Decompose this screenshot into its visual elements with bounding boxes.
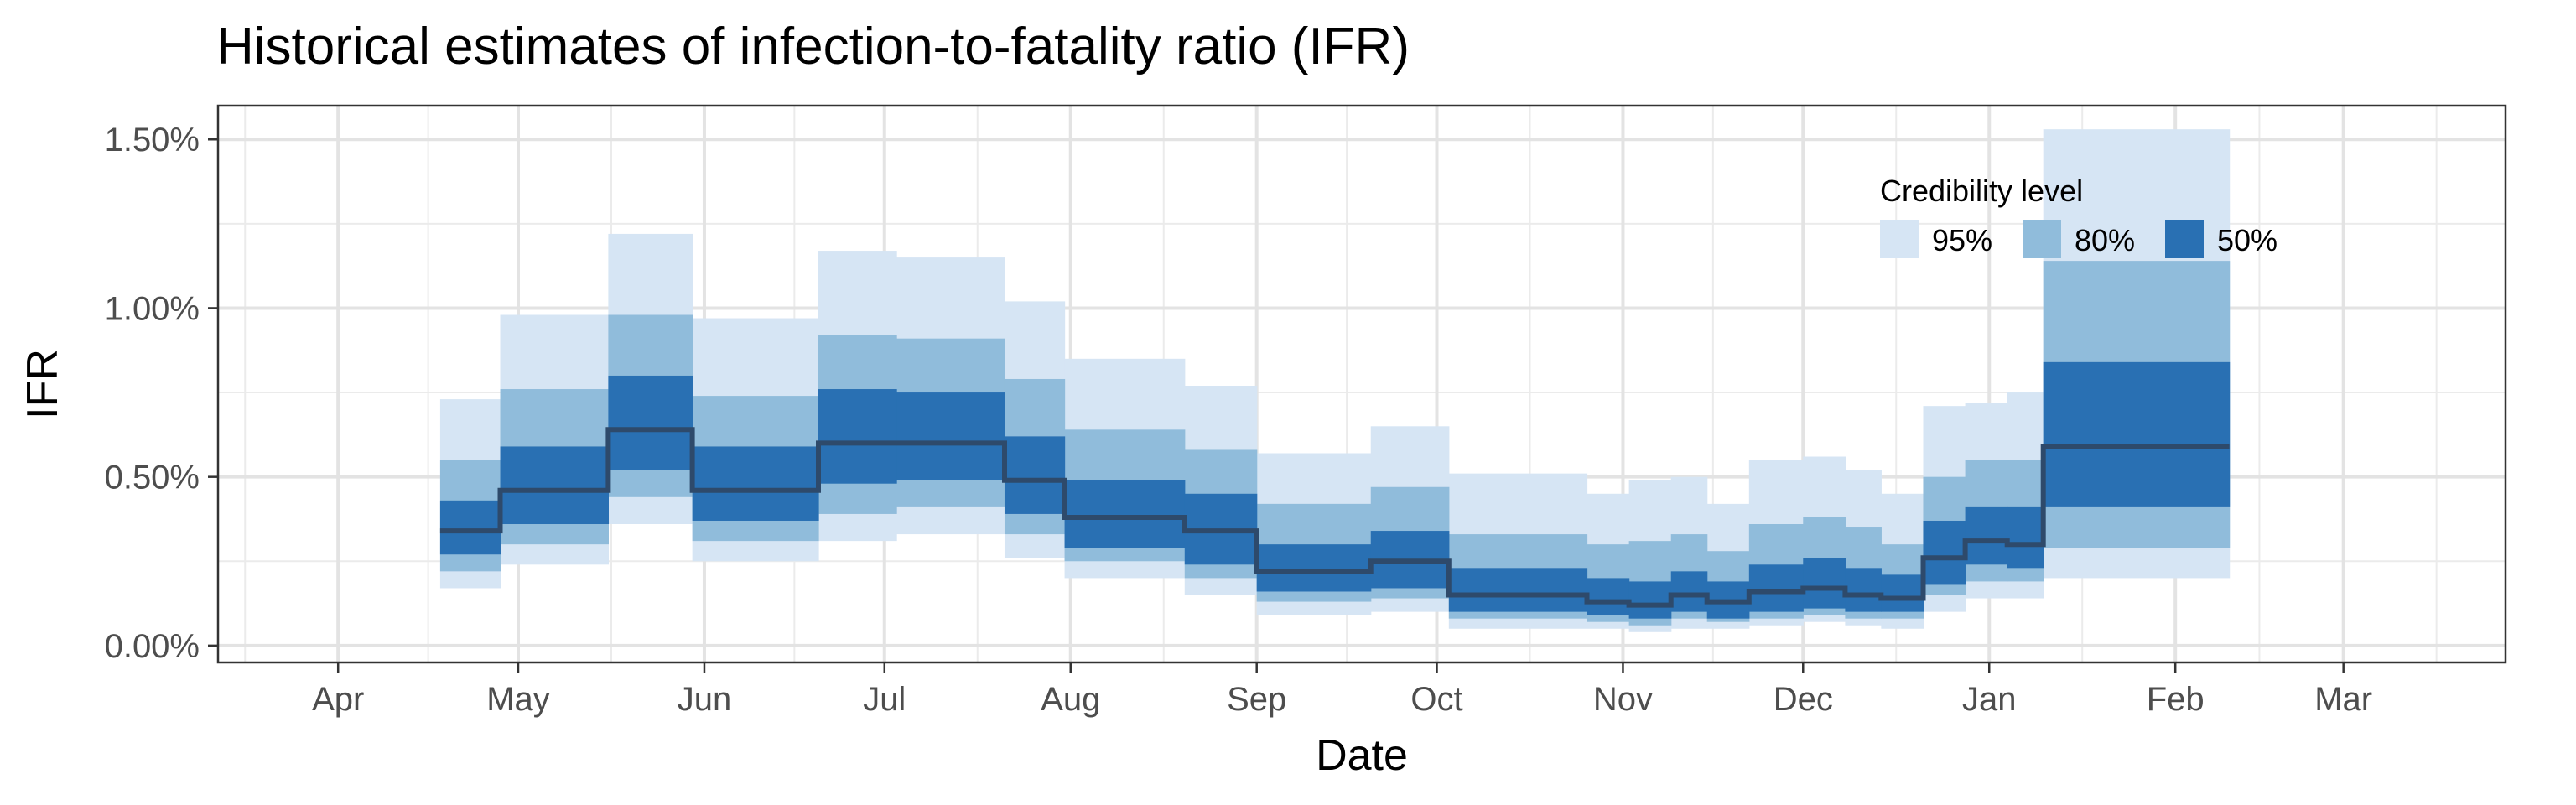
y-tick-label: 1.00% — [105, 290, 200, 327]
median-line — [439, 427, 2230, 608]
legend-label: 80% — [2075, 223, 2135, 257]
band-50-segment — [1064, 480, 1186, 548]
x-tick-label: Apr — [312, 681, 364, 718]
panel-border — [216, 104, 2507, 664]
band-50-segment — [1256, 544, 1372, 592]
band-50-segment — [692, 446, 819, 521]
band-50-segment — [2007, 506, 2044, 569]
band-50-segment — [896, 392, 1005, 480]
band-50-segment — [1587, 578, 1630, 615]
x-tick-label: Dec — [1774, 681, 1833, 718]
median-line-group — [439, 427, 2230, 608]
band-50-segment — [1004, 436, 1066, 514]
legend-label: 50% — [2217, 223, 2277, 257]
x-tick-label: Jun — [678, 681, 732, 718]
x-tick-label: Oct — [1410, 681, 1462, 718]
band-50-segment — [2043, 361, 2231, 507]
plot-panel — [216, 104, 2507, 664]
x-axis-title: Date — [1316, 731, 1408, 780]
band-50-segment — [818, 389, 897, 484]
x-tick-label: Jul — [863, 681, 906, 718]
band-50-segment — [1965, 506, 2008, 565]
y-tick-label: 0.50% — [105, 460, 200, 496]
x-tick-label: Jan — [1962, 681, 2017, 718]
legend: Credibility level 95% 80% 50% — [1880, 174, 2277, 258]
legend-title: Credibility level — [1880, 174, 2083, 208]
band-50-segment — [608, 375, 693, 470]
credibility-bands — [439, 129, 2231, 632]
y-axis-title: IFR — [18, 349, 67, 419]
x-tick-label: Nov — [1593, 681, 1653, 718]
x-tick-label: Mar — [2314, 681, 2372, 718]
legend-key — [2023, 220, 2061, 258]
x-tick-label: May — [486, 681, 550, 718]
chart-title: Historical estimates of infection-to-fat… — [216, 18, 1410, 75]
band-50-segment — [1628, 581, 1672, 619]
legend-key — [1880, 220, 1919, 258]
y-tick-label: 0.00% — [105, 628, 200, 665]
x-tick-label: Aug — [1041, 681, 1100, 718]
band-50-segment — [1845, 568, 1882, 612]
band-50-segment — [439, 500, 501, 555]
x-tick-label: Feb — [2147, 681, 2205, 718]
legend-key — [2165, 220, 2204, 258]
x-tick-label: Sep — [1227, 681, 1286, 718]
band-50-segment — [1748, 564, 1804, 612]
y-tick-label: 1.50% — [105, 122, 200, 158]
band-50-segment — [1448, 568, 1588, 612]
band-50-segment — [1881, 574, 1924, 612]
band-50-segment — [1670, 571, 1708, 612]
band-50-segment — [1923, 520, 1966, 585]
x-axis: Apr May Jun Jul Aug Sep Oct Nov Dec Jan Feb Mar — [312, 662, 2372, 718]
band-50-segment — [500, 446, 610, 525]
band-50-segment — [1803, 558, 1846, 609]
y-axis: 0.00% 0.50% 1.00% 1.50% — [105, 122, 218, 665]
legend-label: 95% — [1932, 223, 1992, 257]
